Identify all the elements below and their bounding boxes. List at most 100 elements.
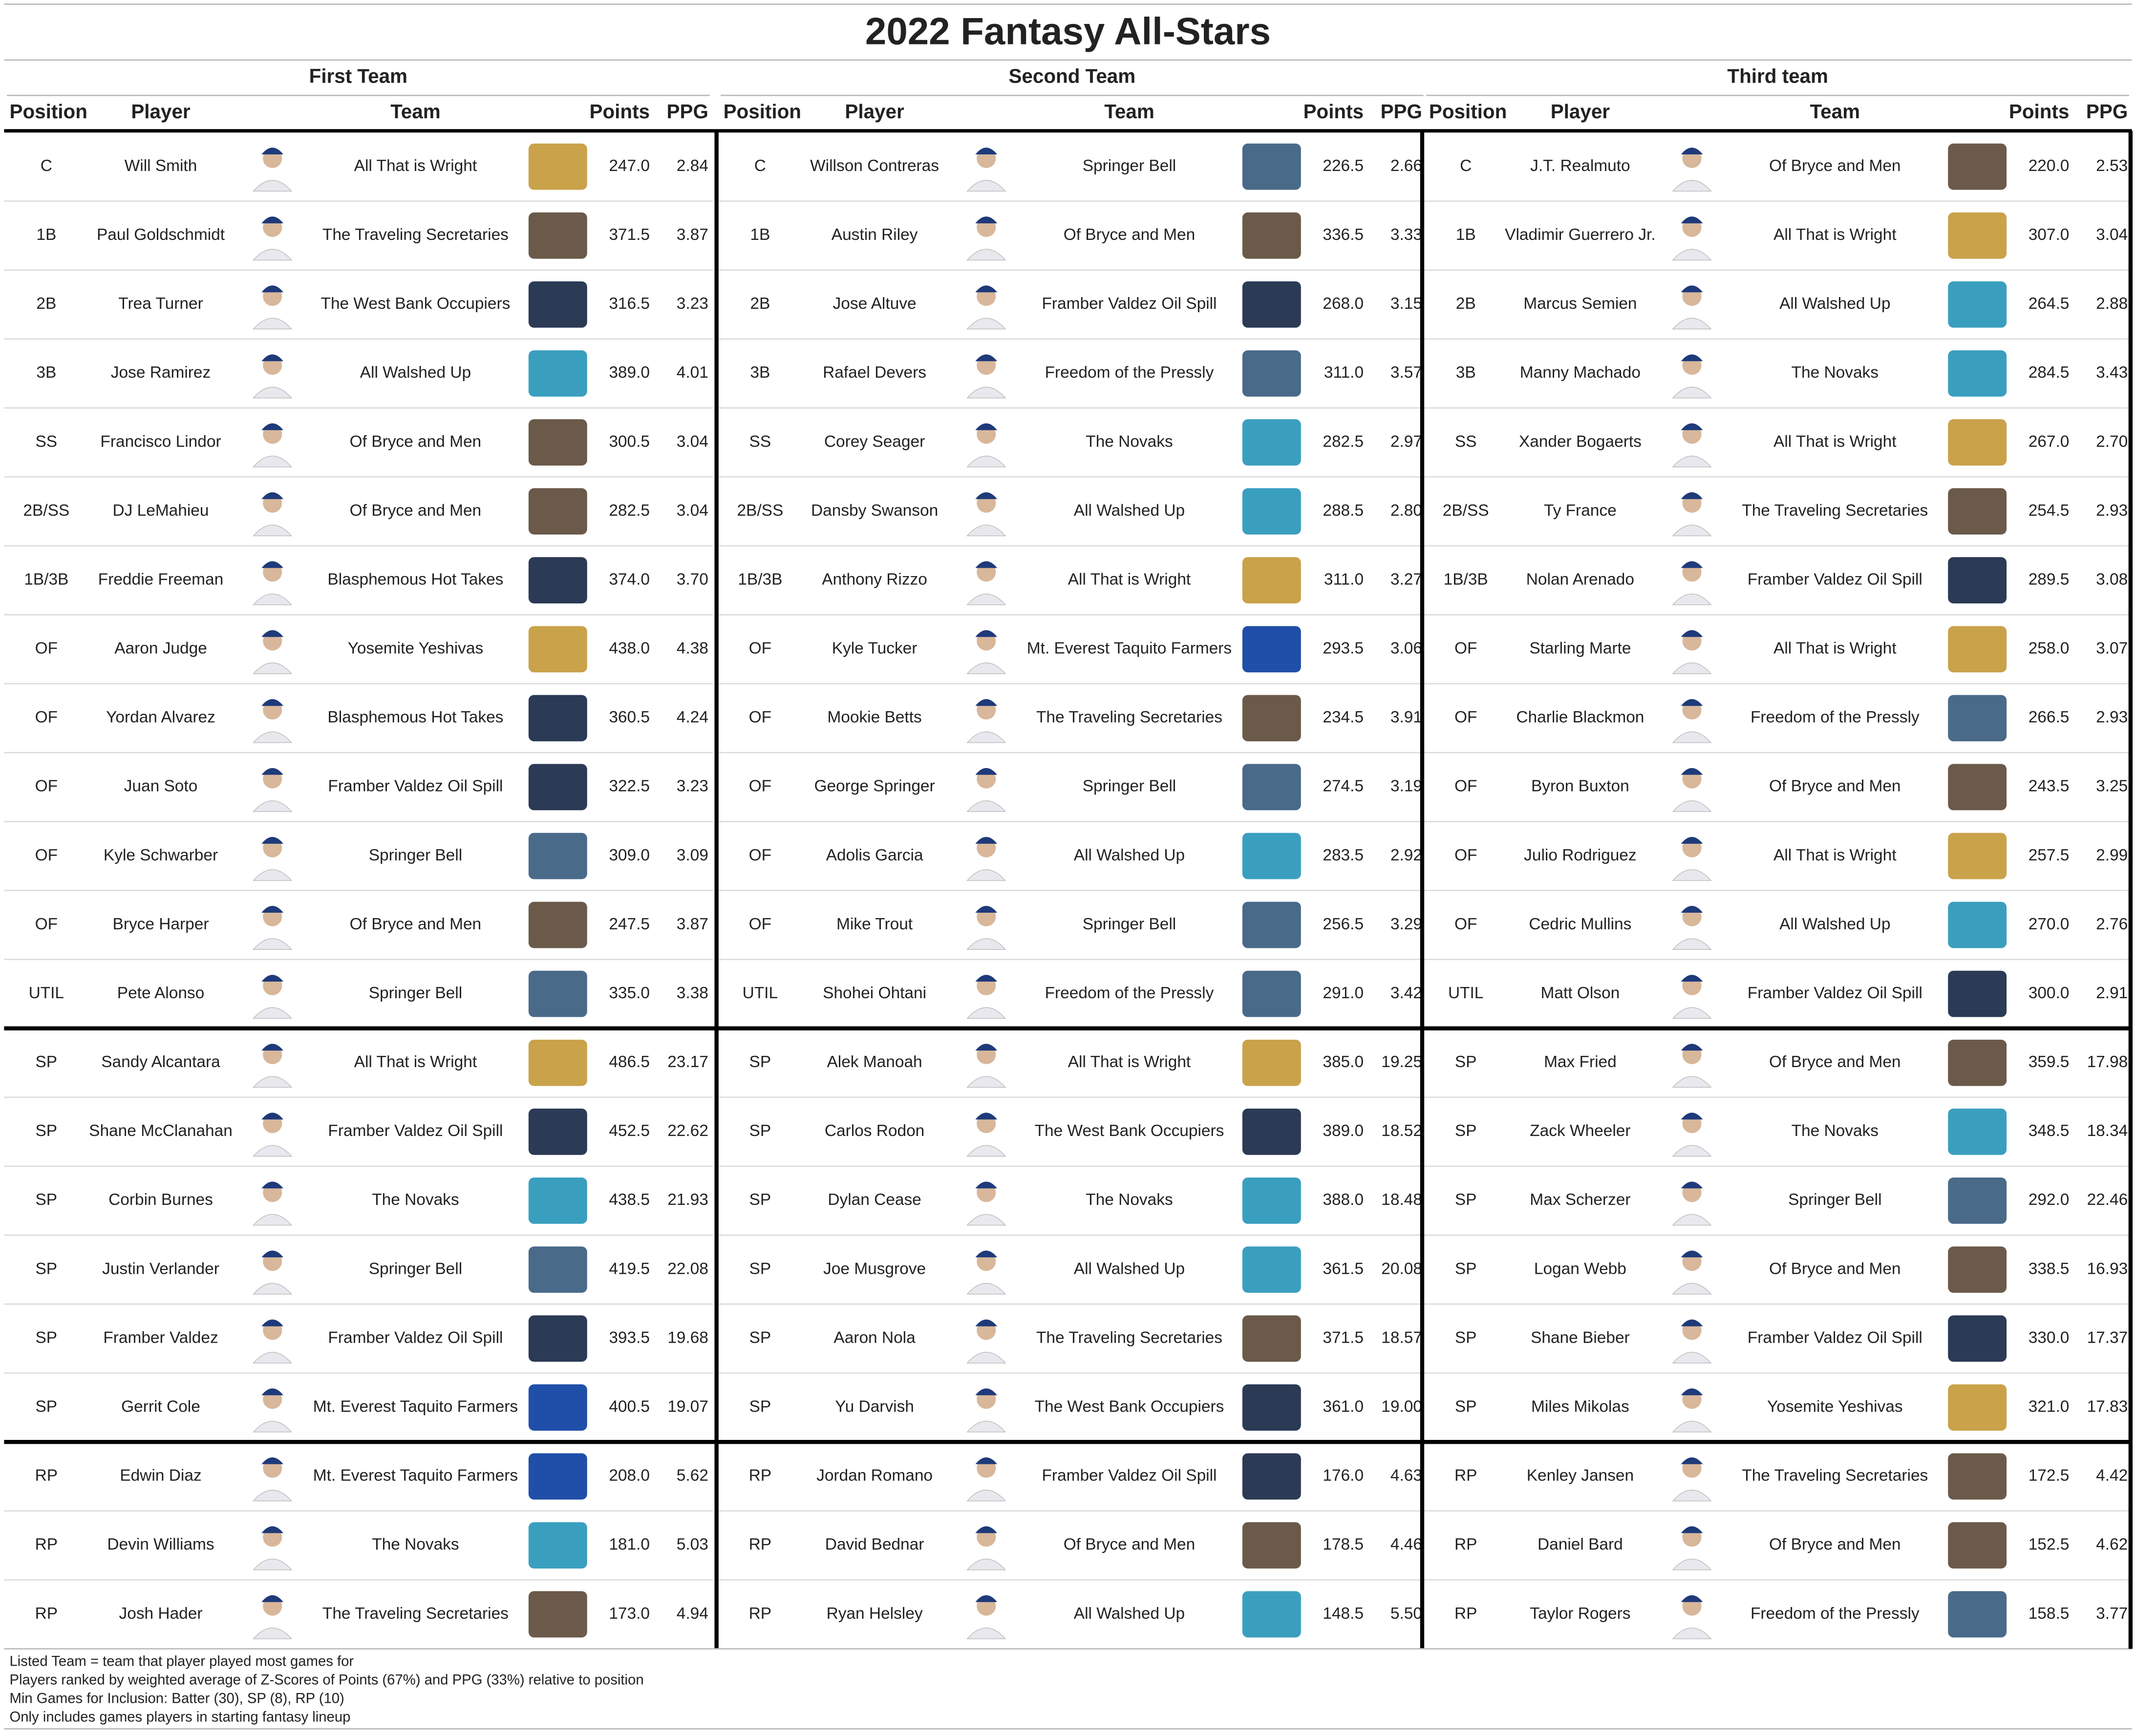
cell: Yu Darvish xyxy=(835,1398,914,1416)
headshot-body xyxy=(966,524,1006,536)
cell: All That is Wright xyxy=(1773,846,1897,864)
headshot-cap xyxy=(1681,423,1703,430)
cell: Blasphemous Hot Takes xyxy=(327,570,503,588)
cell: Daniel Bard xyxy=(1538,1536,1623,1554)
headshot-body xyxy=(1672,318,1712,330)
headshot-body xyxy=(253,869,293,881)
cell: 361.0 xyxy=(1323,1398,1364,1416)
cell: All That is Wright xyxy=(1068,570,1191,588)
cell: 1B/3B xyxy=(1444,570,1488,588)
headshot-cap xyxy=(261,975,283,982)
cell: Corbin Burnes xyxy=(108,1191,213,1209)
team-logo xyxy=(1242,281,1301,328)
cell: 2.99 xyxy=(2096,846,2128,864)
headshot-cap xyxy=(1681,1319,1703,1327)
cell: Kyle Schwarber xyxy=(104,846,218,864)
title: 2022 Fantasy All-Stars xyxy=(865,9,1271,52)
team-logo xyxy=(528,764,587,811)
cell: Shane Bieber xyxy=(1531,1329,1630,1347)
cell: All Walshed Up xyxy=(360,364,471,382)
cell: 438.0 xyxy=(609,640,650,658)
headshot-cap xyxy=(1681,148,1703,155)
headshot-body xyxy=(253,386,293,399)
team-logo xyxy=(528,1039,587,1086)
cell: The West Bank Occupiers xyxy=(1035,1398,1224,1416)
cell: Max Fried xyxy=(1544,1053,1617,1071)
team-logo xyxy=(1242,350,1301,397)
cell: 4.62 xyxy=(2096,1536,2128,1554)
cell: SP xyxy=(749,1053,771,1071)
team-logo xyxy=(1948,488,2007,535)
cell: All Walshed Up xyxy=(1074,1605,1185,1623)
cell: 17.98 xyxy=(2087,1053,2128,1071)
cell: 307.0 xyxy=(2029,226,2070,244)
headshot-body xyxy=(966,1007,1006,1019)
cell: Jose Altuve xyxy=(833,295,917,313)
team-logo xyxy=(528,1453,587,1500)
cell: Vladimir Guerrero Jr. xyxy=(1505,226,1655,244)
cell: Freedom of the Pressly xyxy=(1751,1605,1920,1623)
cell: Will Smith xyxy=(125,157,197,175)
cell: Carlos Rodon xyxy=(825,1122,924,1140)
headshot-body xyxy=(1672,1351,1712,1364)
cell: OF xyxy=(1454,915,1477,933)
team-logo xyxy=(1242,1453,1301,1500)
cell: Framber Valdez xyxy=(103,1329,218,1347)
cell: 300.0 xyxy=(2029,984,2070,1002)
team-logo xyxy=(528,1522,587,1569)
cell: 438.5 xyxy=(609,1191,650,1209)
cell: Of Bryce and Men xyxy=(1769,777,1901,795)
headshot-cap xyxy=(975,1388,998,1395)
headshot-cap xyxy=(261,1388,283,1395)
headshot-cap xyxy=(975,216,998,224)
cell: 385.0 xyxy=(1323,1053,1364,1071)
cell: RP xyxy=(35,1605,58,1623)
cell: Nolan Arenado xyxy=(1526,570,1634,588)
cell: 18.57 xyxy=(1381,1329,1422,1347)
cell: Framber Valdez Oil Spill xyxy=(328,777,503,795)
team-logo xyxy=(528,1315,587,1362)
headshot-cap xyxy=(975,768,998,775)
headshot-body xyxy=(966,386,1006,399)
team-logo xyxy=(1948,1591,2007,1638)
headshot-cap xyxy=(1681,1044,1703,1051)
cell: 22.08 xyxy=(667,1260,708,1278)
headshot-body xyxy=(1672,1145,1712,1157)
cell: 2B/SS xyxy=(737,501,783,519)
headshot-body xyxy=(253,524,293,536)
cell: 452.5 xyxy=(609,1122,650,1140)
cell: 264.5 xyxy=(2029,295,2070,313)
cell: OF xyxy=(1454,777,1477,795)
headshot-cap xyxy=(975,1526,998,1533)
cell: All Walshed Up xyxy=(1779,915,1890,933)
cell: 4.42 xyxy=(2096,1467,2128,1485)
cell: 300.5 xyxy=(609,432,650,450)
headshot-cap xyxy=(261,1113,283,1120)
headshot-cap xyxy=(975,1044,998,1051)
cell: The Novaks xyxy=(1086,1191,1173,1209)
headshot-body xyxy=(966,938,1006,950)
headshot-cap xyxy=(975,285,998,293)
headshot-cap xyxy=(1681,561,1703,568)
cell: Corey Seager xyxy=(824,432,925,450)
headshot-body xyxy=(253,731,293,743)
cell: Freddie Freeman xyxy=(98,570,223,588)
cell: 293.5 xyxy=(1323,640,1364,658)
headshot-cap xyxy=(1681,699,1703,706)
team-logo xyxy=(528,143,587,190)
cell: 3B xyxy=(750,364,770,382)
column-header: Team xyxy=(1810,100,1860,123)
cell: 3B xyxy=(1456,364,1476,382)
column-header: Position xyxy=(724,100,801,123)
column-header: PPG xyxy=(667,100,708,123)
headshot-cap xyxy=(1681,216,1703,224)
cell: Alek Manoah xyxy=(827,1053,922,1071)
cell: The Novaks xyxy=(1792,1122,1879,1140)
headshot-cap xyxy=(261,216,283,224)
cell: RP xyxy=(749,1605,771,1623)
cell: SP xyxy=(35,1329,57,1347)
group-title: First Team xyxy=(309,65,407,87)
cell: Starling Marte xyxy=(1529,640,1631,658)
headshot-body xyxy=(1672,1559,1712,1570)
cell: Yosemite Yeshivas xyxy=(1767,1398,1903,1416)
